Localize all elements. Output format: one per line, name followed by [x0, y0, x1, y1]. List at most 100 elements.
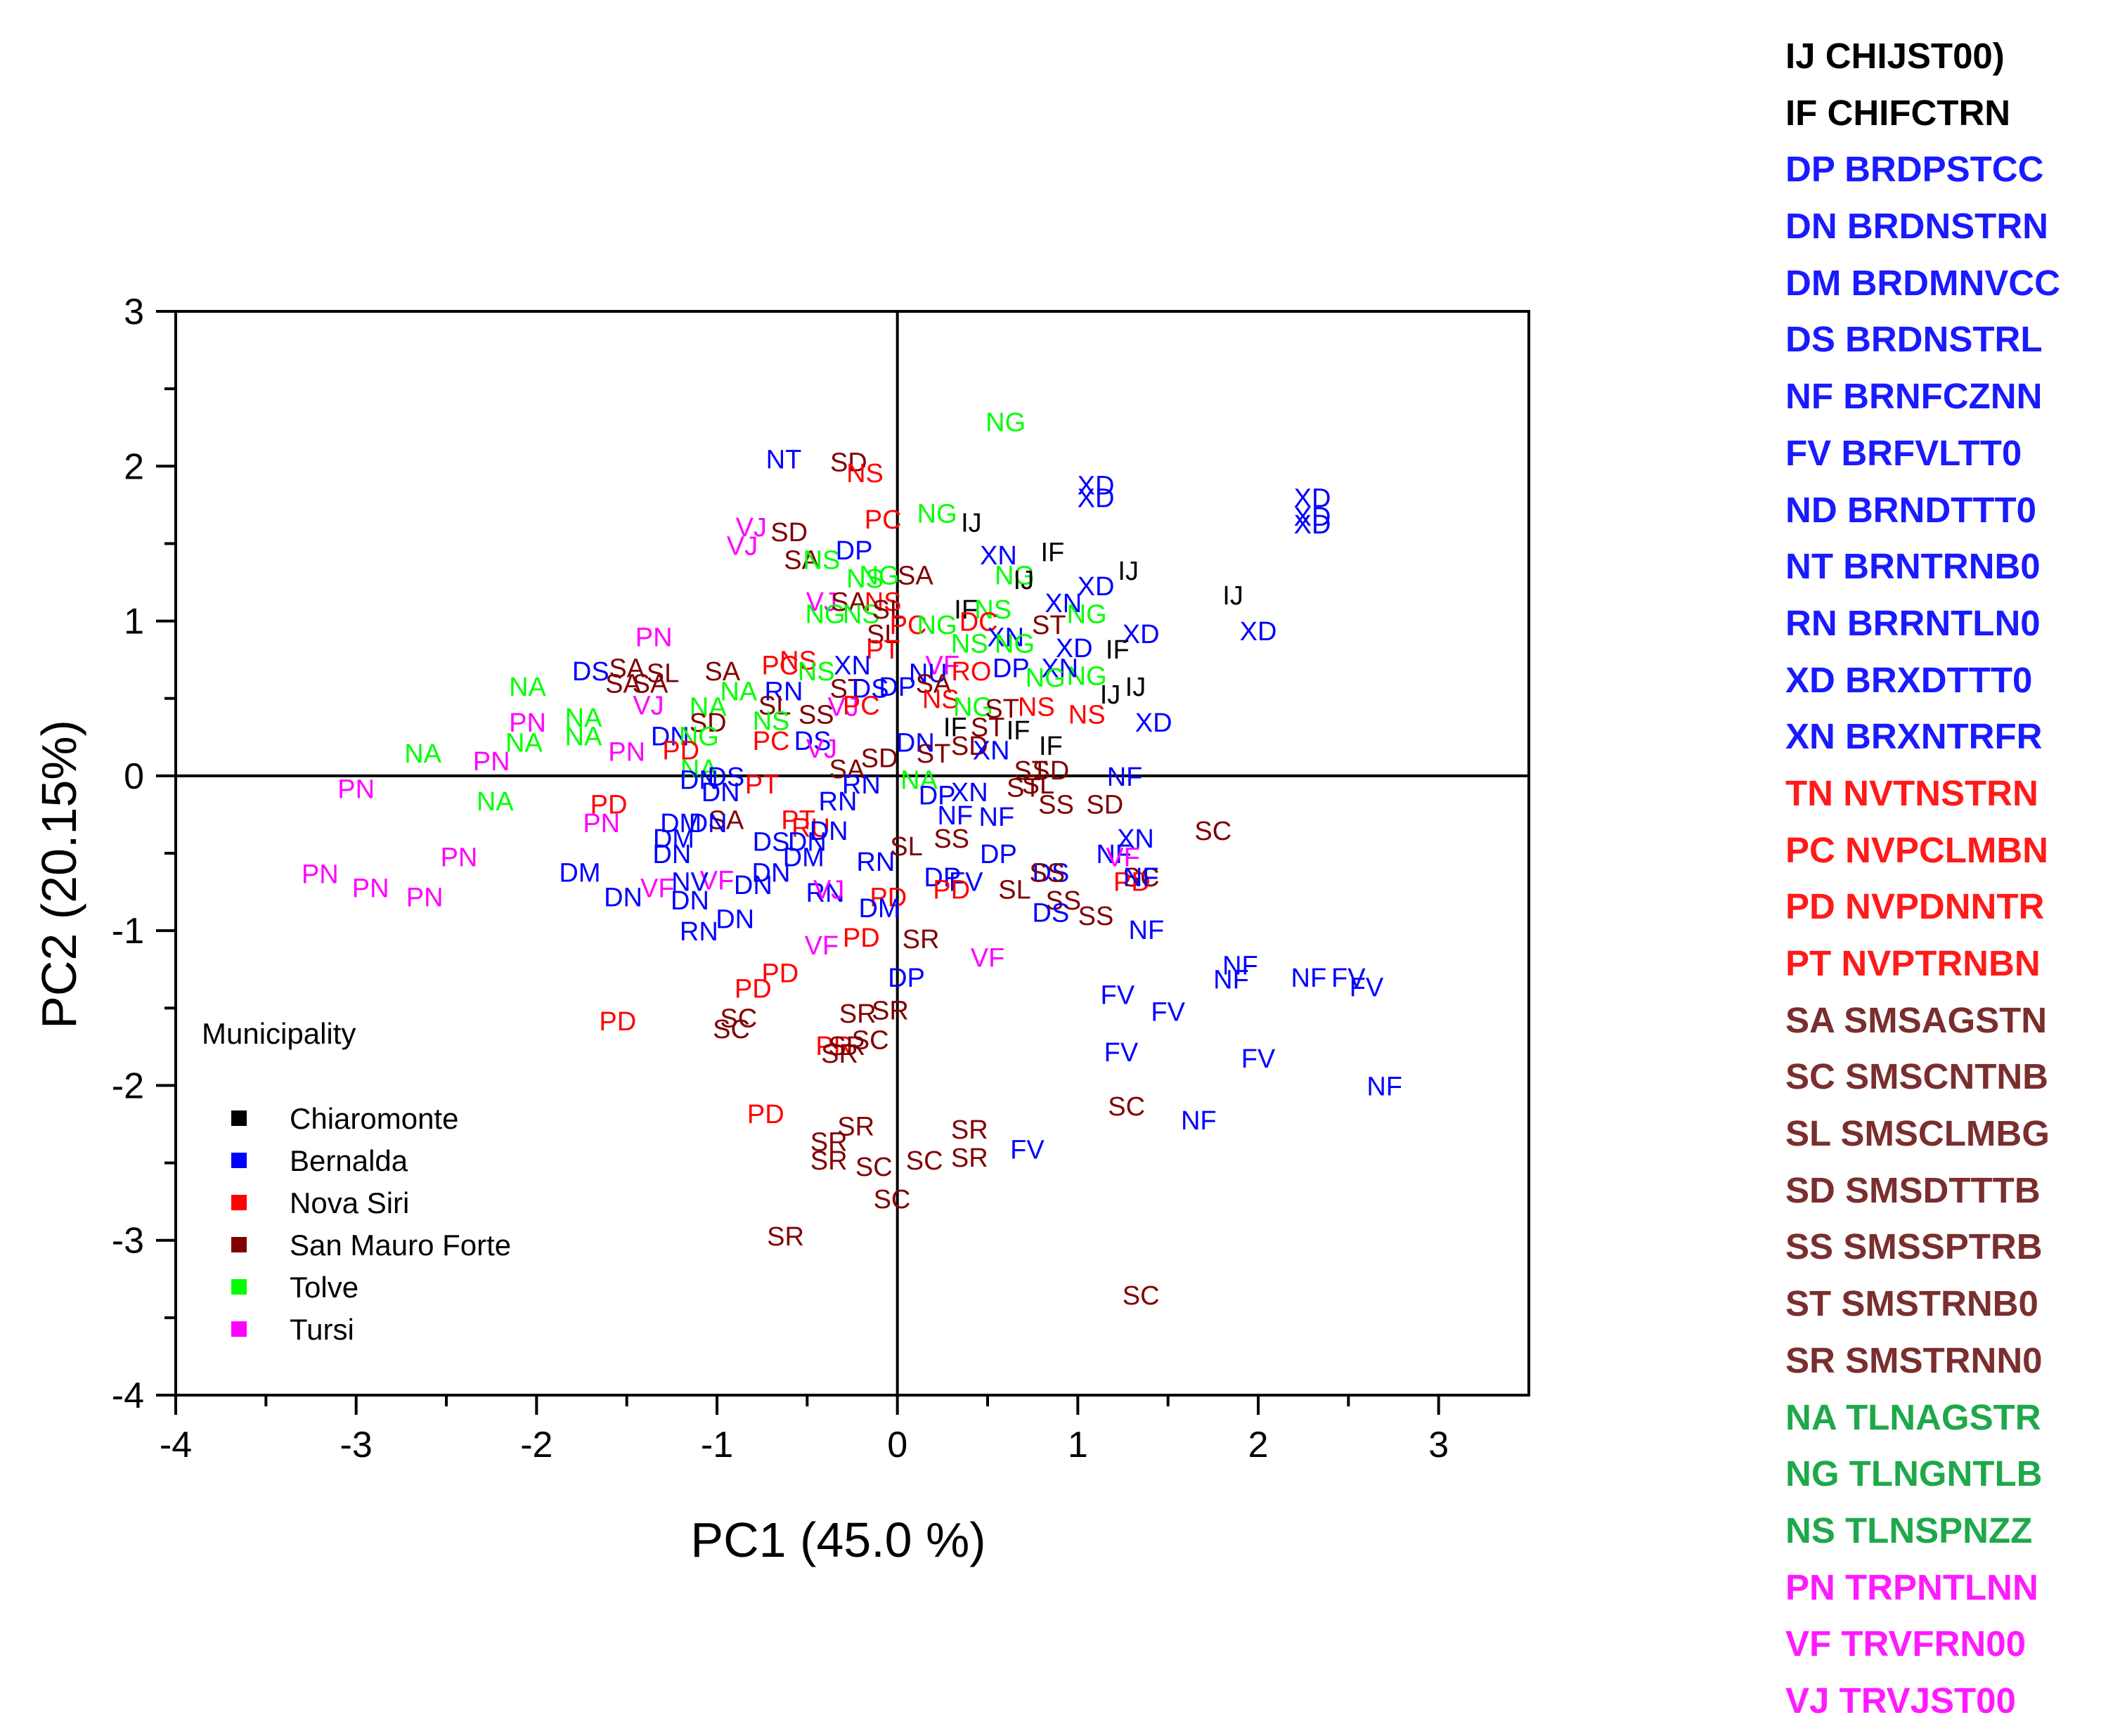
- data-point-label: SS: [1029, 858, 1065, 888]
- data-point-label: XN: [987, 623, 1024, 653]
- data-point-label: VJ: [727, 532, 758, 562]
- data-point-label: SC: [713, 1015, 750, 1044]
- data-point-label: DS: [852, 674, 889, 704]
- data-point-label: DM: [660, 809, 702, 838]
- data-point-label: SL: [890, 832, 922, 862]
- data-point-label: SR: [828, 1032, 865, 1061]
- code-legend-entry: DS BRDNSTRL: [1785, 319, 2043, 360]
- legend-marker: [231, 1195, 247, 1210]
- data-point-label: NA: [900, 765, 938, 795]
- data-point-label: XD: [1240, 617, 1277, 647]
- data-point-label: NG: [1026, 663, 1066, 693]
- data-point-label: DP: [836, 536, 873, 566]
- data-point-label: VF: [971, 944, 1005, 973]
- code-legend-entry: NA TLNAGSTR: [1785, 1397, 2041, 1437]
- data-point-label: DN: [689, 809, 728, 838]
- data-point-label: SC: [720, 1004, 757, 1034]
- data-point-label: IF: [1106, 635, 1130, 665]
- data-point-label: DS: [572, 657, 609, 687]
- data-point-label: XD: [1135, 708, 1172, 738]
- data-point-label: XN: [1045, 589, 1082, 618]
- x-tick-label: 1: [1068, 1425, 1088, 1465]
- data-point-label: SL: [998, 876, 1030, 905]
- data-point-label: DM: [559, 858, 600, 888]
- data-point-label: ST: [1007, 773, 1041, 803]
- data-point-label: VF: [805, 931, 839, 961]
- data-point-label: DN: [651, 723, 690, 752]
- code-legend-entry: PD NVPDNNTR: [1785, 886, 2045, 927]
- code-legend-entry: SL SMSCLMBG: [1785, 1113, 2050, 1154]
- data-point-label: NA: [720, 678, 757, 707]
- data-point-label: PD: [735, 975, 772, 1004]
- data-point-label: DP: [993, 654, 1030, 684]
- data-point-label: XD: [1056, 634, 1093, 663]
- code-legend-entry: PT NVPTRNBN: [1785, 943, 2041, 983]
- data-point-label: SS: [933, 824, 969, 854]
- data-point-label: NG: [917, 499, 957, 529]
- data-point-label: PN: [441, 843, 478, 872]
- data-point-label: FV: [1241, 1044, 1276, 1074]
- data-point-label: NS: [951, 629, 988, 659]
- code-legend-entry: RN BRRNTLN0: [1785, 602, 2041, 643]
- code-legend-entry: SR SMSTRNN0: [1785, 1340, 2043, 1380]
- data-point-label: SC: [1108, 1092, 1145, 1122]
- data-point-label: NS: [1068, 701, 1106, 730]
- data-point-label: SA: [708, 806, 744, 836]
- data-point-label: SC: [1123, 863, 1160, 893]
- data-point-label: ST: [917, 739, 951, 769]
- data-point-label: SS: [799, 701, 834, 730]
- data-point-label: NG: [995, 561, 1035, 590]
- data-point-label: ST: [1014, 756, 1048, 786]
- code-legend-entry: SC SMSCNTNB: [1785, 1056, 2049, 1097]
- data-point-label: RU: [791, 814, 830, 843]
- x-axis-title: PC1 (45.0 %): [690, 1512, 985, 1567]
- data-point-label: SA: [916, 670, 952, 699]
- data-point-label: RN: [856, 848, 895, 877]
- municipality-legend: Municipality Chiaromonte Bernalda Nova Siri…: [202, 1017, 511, 1346]
- data-point-label: VF: [926, 651, 960, 680]
- data-point-label: SC: [906, 1146, 943, 1176]
- data-point-label: DS: [1032, 899, 1069, 928]
- data-point-label: NF: [1213, 965, 1249, 995]
- data-point-label: PN: [352, 874, 389, 903]
- data-point-label: PN: [473, 747, 510, 777]
- x-tick-label: 0: [887, 1425, 907, 1465]
- data-point-label: PN: [635, 623, 673, 653]
- data-point-label: SR: [951, 1115, 988, 1145]
- data-point-label: NF: [1107, 763, 1143, 792]
- data-point-label: PD: [662, 736, 699, 765]
- data-point-label: PC: [843, 692, 880, 721]
- data-point-label: NS: [780, 647, 817, 676]
- data-point-label: DP: [980, 840, 1017, 869]
- data-point-label: IJ: [1014, 566, 1035, 595]
- data-point-label: PC: [753, 727, 790, 756]
- data-point-label: VJ: [827, 693, 858, 723]
- data-point-label: IJ: [961, 509, 982, 538]
- data-point-label: XN: [1117, 824, 1154, 854]
- sample-code-legend: IJ CHIJST00) IF CHIFCTRN DP BRDPSTCC DN BRD…: [1785, 28, 2116, 1730]
- y-tick-label: -2: [112, 1065, 144, 1106]
- data-point-label: FV: [1104, 1038, 1139, 1068]
- axis-labels-layer: -4 -3 -2 -1 0 1 2 3 3 2 1 0 -1 -2 -3 -4 PC1 (45.0 %) PC2 …: [32, 292, 1449, 1567]
- data-point-label: DN: [810, 817, 848, 846]
- data-point-label: DN: [702, 778, 740, 808]
- data-point-label: NU: [909, 659, 948, 688]
- data-point-label: SD: [1032, 756, 1069, 786]
- data-point-label: VJ: [806, 734, 837, 764]
- code-legend-entry: FV BRFVLTT0: [1785, 432, 2022, 473]
- code-legend-entry: SD SMSDTTTB: [1785, 1170, 2041, 1210]
- x-tick-label: 3: [1428, 1425, 1449, 1465]
- data-point-label: IF: [954, 595, 978, 625]
- y-tick-label: 1: [124, 602, 144, 642]
- data-point-label: NA: [505, 728, 543, 758]
- code-legend-entry: SS SMSSPTRB: [1785, 1226, 2043, 1267]
- data-point-label: PD: [747, 1100, 784, 1129]
- data-point-label: DS: [794, 727, 832, 756]
- data-point-label: VJ: [813, 876, 844, 905]
- code-legend-entry: DP BRDPSTCC: [1785, 149, 2044, 190]
- code-legend-entry: DN BRDNSTRN: [1785, 206, 2048, 247]
- data-point-label: SS: [1045, 886, 1081, 916]
- data-point-label: FV: [1350, 973, 1384, 1002]
- data-point-label: FV: [1101, 980, 1135, 1010]
